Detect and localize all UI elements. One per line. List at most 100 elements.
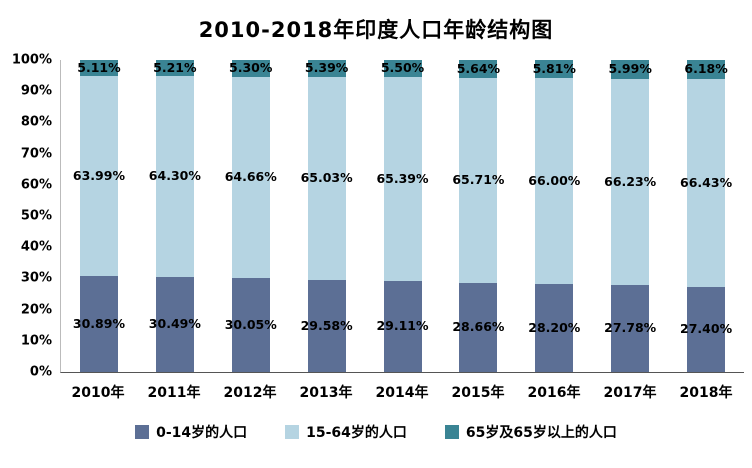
bar-segment: 30.05% [225, 278, 277, 372]
legend-label: 0-14岁的人口 [156, 425, 248, 441]
bar-value-label: 28.20% [528, 319, 581, 335]
bar-column: 30.05% 64.66% 5.30% [213, 59, 289, 372]
stacked-bar: 29.58% 65.03% 5.39% [301, 60, 353, 372]
x-tick-label: 2013年 [299, 385, 353, 401]
x-tick-label: 2010年 [71, 385, 125, 401]
legend-item: 15-64岁的人口 [285, 422, 407, 442]
bar-value-label: 5.81% [532, 60, 576, 76]
bar-segment: 29.58% [301, 279, 353, 372]
bar-segment: 63.99% [73, 75, 125, 276]
y-tick-label: 0% [29, 364, 52, 380]
bar-value-label: 65.39% [376, 170, 429, 186]
y-tick-label: 80% [20, 114, 52, 130]
bar-value-label: 66.43% [680, 174, 733, 190]
x-tick-label: 2014年 [375, 385, 429, 401]
y-tick-label: 60% [20, 177, 52, 193]
bar-segment: 30.49% [149, 276, 201, 372]
stacked-bar: 27.78% 66.23% 5.99% [604, 60, 656, 372]
bar-segment: 28.66% [452, 282, 504, 372]
bar-segment: 5.21% [153, 59, 197, 77]
bar-segment: 5.99% [608, 60, 652, 79]
bar-column: 29.11% 65.39% 5.50% [365, 60, 441, 372]
bar-segment: 29.11% [376, 281, 429, 372]
bar-value-label: 30.49% [148, 316, 201, 332]
stacked-bar: 29.11% 65.39% 5.50% [376, 60, 429, 372]
bar-segment: 66.23% [604, 78, 656, 286]
legend-item: 0-14岁的人口 [135, 422, 247, 442]
bar-value-label: 65.71% [452, 171, 505, 187]
legend-label: 65岁及65岁以上的人口 [465, 425, 617, 441]
stacked-bar: 30.89% 63.99% 5.11% [73, 59, 125, 372]
bar-segment: 5.11% [77, 59, 121, 76]
bar-segment: 5.81% [532, 60, 576, 79]
plot-row: 0% 10% 20% 30% 40% 50% 60% 70% 80% 90% 100% 30.89%… [8, 53, 744, 380]
bar-segment: 66.00% [528, 78, 580, 285]
bar-segment: 65.71% [452, 77, 504, 283]
bar-segment: 6.18% [684, 59, 728, 80]
legend-swatch [444, 425, 459, 439]
x-tick-label: 2011年 [147, 385, 201, 401]
bar-segment: 5.64% [456, 60, 501, 78]
bar-value-label: 63.99% [72, 167, 125, 183]
stacked-bar: 28.66% 65.71% 5.64% [452, 60, 504, 372]
legend-label: 15-64岁的人口 [306, 425, 407, 441]
bar-column: 29.58% 65.03% 5.39% [289, 60, 365, 372]
bar-value-label: 27.40% [680, 321, 733, 336]
bar-segment: 65.39% [376, 77, 429, 282]
bar-value-label: 28.66% [452, 319, 505, 335]
bar-value-label: 30.89% [72, 315, 125, 331]
bar-value-label: 5.30% [229, 60, 273, 75]
bar-column: 28.20% 66.00% 5.81% [516, 60, 592, 372]
bar-segment: 27.40% [680, 286, 732, 372]
y-tick-label: 100% [11, 52, 52, 68]
y-tick-label: 90% [20, 83, 52, 99]
bar-value-label: 5.21% [153, 59, 197, 75]
y-tick-label: 30% [20, 270, 52, 286]
bar-segment: 5.39% [304, 60, 349, 77]
x-tick-label: 2016年 [527, 385, 581, 401]
bar-value-label: 5.11% [77, 59, 121, 75]
legend-item: 65岁及65岁以上的人口 [444, 422, 617, 442]
bar-value-label: 27.78% [604, 320, 657, 336]
y-tick-label: 40% [20, 239, 52, 255]
y-tick-label: 70% [20, 146, 52, 162]
plot-area: 30.89% 63.99% 5.11% 30.49% 64.30% 5.21% 30.05%… [60, 59, 744, 373]
bar-segment: 64.66% [225, 76, 277, 279]
bar-column: 28.66% 65.71% 5.64% [440, 60, 516, 372]
y-tick-label: 50% [20, 208, 52, 224]
bar-segment: 66.43% [680, 79, 732, 287]
bar-value-label: 6.18% [684, 61, 728, 77]
bar-column: 27.78% 66.23% 5.99% [592, 60, 668, 372]
bar-value-label: 29.11% [376, 318, 429, 334]
bar-segment: 30.89% [73, 275, 125, 372]
bar-column: 30.49% 64.30% 5.21% [137, 60, 213, 372]
bar-column: 30.89% 63.99% 5.11% [61, 60, 137, 372]
bar-value-label: 64.66% [224, 169, 277, 185]
legend-swatch [285, 425, 300, 439]
chart-title: 2010-2018年印度人口年龄结构图 [198, 18, 554, 42]
bar-segment: 64.30% [149, 76, 201, 277]
bar-value-label: 30.05% [224, 316, 277, 332]
bar-segment: 28.20% [528, 284, 580, 372]
x-tick-label: 2017年 [603, 385, 657, 401]
chart-container: 2010-2018年印度人口年龄结构图 0% 10% 20% 30% 40% 50% 60%… [8, 18, 744, 442]
x-tick-label: 2012年 [223, 385, 277, 401]
stacked-bar: 30.49% 64.30% 5.21% [149, 59, 201, 372]
stacked-bar: 28.20% 66.00% 5.81% [528, 60, 580, 372]
legend: 0-14岁的人口 15-64岁的人口 65岁及65岁以上的人口 [8, 422, 744, 442]
y-axis: 0% 10% 20% 30% 40% 50% 60% 70% 80% 90% 100% [8, 53, 60, 380]
bar-value-label: 5.64% [456, 60, 501, 76]
bar-segment: 27.78% [604, 285, 656, 372]
bar-value-label: 5.39% [304, 60, 349, 76]
bar-value-label: 64.30% [148, 168, 201, 184]
stacked-bar: 27.40% 66.43% 6.18% [680, 59, 732, 372]
bar-value-label: 5.50% [380, 60, 425, 76]
bar-value-label: 66.00% [528, 172, 581, 188]
x-tick-label: 2015年 [451, 385, 505, 401]
bar-value-label: 5.99% [608, 61, 652, 77]
bar-value-label: 29.58% [300, 317, 353, 333]
x-axis-labels: 2010年 2011年 2012年 2013年 2014年 2015年 2016年 2017年… [60, 373, 744, 402]
bar-segment: 65.03% [301, 76, 353, 280]
y-tick-label: 10% [20, 333, 52, 349]
stacked-bar: 30.05% 64.66% 5.30% [225, 59, 277, 372]
